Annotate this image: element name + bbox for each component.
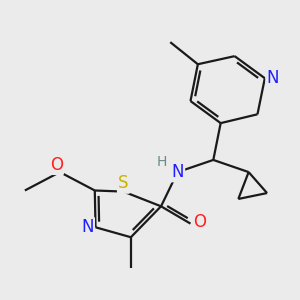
- Text: N: N: [81, 218, 94, 236]
- Text: S: S: [118, 175, 129, 193]
- Text: O: O: [50, 156, 63, 174]
- Text: N: N: [267, 69, 279, 87]
- Text: H: H: [157, 155, 167, 169]
- Text: N: N: [171, 163, 184, 181]
- Text: O: O: [193, 213, 206, 231]
